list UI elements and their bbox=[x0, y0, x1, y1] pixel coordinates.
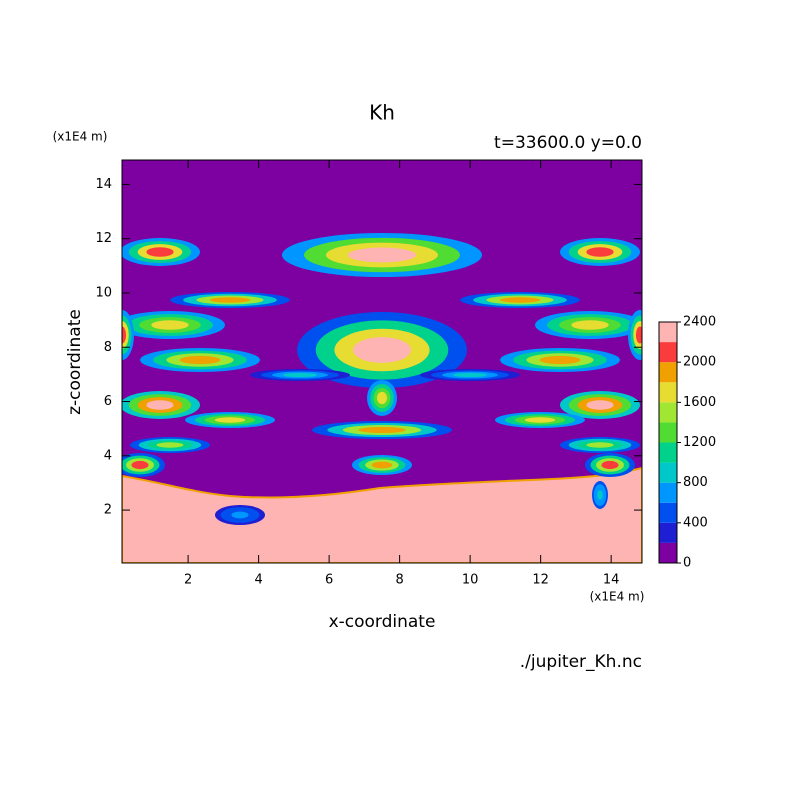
contour-region bbox=[635, 326, 642, 344]
colorbar-label: 400 bbox=[683, 515, 708, 530]
colorbar-swatch bbox=[659, 422, 677, 443]
contour-region bbox=[601, 460, 619, 470]
colorbar-swatch bbox=[659, 442, 677, 463]
plot-frame bbox=[121, 159, 643, 564]
colorbar-label: 0 bbox=[683, 556, 691, 571]
contour-region bbox=[131, 460, 149, 470]
colorbar-swatch bbox=[659, 402, 677, 423]
colorbar-swatch bbox=[659, 462, 677, 483]
colorbar-label: 800 bbox=[683, 475, 708, 490]
contour-region bbox=[146, 400, 174, 410]
x-unit: (x1E4 m) bbox=[590, 590, 645, 604]
contour-region bbox=[453, 372, 487, 378]
contour-region bbox=[499, 297, 541, 303]
y-tick-label: 2 bbox=[104, 503, 112, 518]
x-tick-label: 2 bbox=[184, 573, 192, 588]
colorbar-swatch bbox=[659, 342, 677, 363]
x-tick-label: 6 bbox=[325, 573, 333, 588]
contour-region bbox=[353, 337, 411, 363]
x-tick-label: 14 bbox=[603, 573, 620, 588]
x-tick-label: 8 bbox=[395, 573, 403, 588]
y-axis-label: z-coordinate bbox=[65, 309, 85, 415]
colorbar-swatch bbox=[659, 322, 677, 343]
contour-region bbox=[586, 400, 614, 410]
y-tick-label: 6 bbox=[104, 394, 112, 409]
y-tick-label: 14 bbox=[95, 177, 112, 192]
y-tick-label: 10 bbox=[95, 285, 112, 300]
contour-region bbox=[348, 247, 416, 263]
contour-region bbox=[209, 297, 251, 303]
chart-title: Kh bbox=[369, 101, 395, 125]
source-file: ./jupiter_Kh.nc bbox=[520, 652, 642, 672]
x-tick-label: 12 bbox=[532, 573, 549, 588]
x-axis-label: x-coordinate bbox=[329, 612, 436, 632]
contour-region bbox=[214, 417, 246, 423]
y-tick-label: 4 bbox=[104, 448, 112, 463]
contour-region bbox=[539, 355, 581, 365]
contour-region bbox=[371, 461, 393, 469]
colorbar-swatch bbox=[659, 362, 677, 383]
contour-region bbox=[122, 326, 127, 344]
contour-region bbox=[179, 355, 221, 365]
contour-region bbox=[524, 417, 556, 423]
y-unit: (x1E4 m) bbox=[53, 130, 108, 144]
contour-region bbox=[376, 391, 388, 405]
contour-region bbox=[146, 247, 174, 257]
colorbar-label: 1200 bbox=[683, 435, 716, 450]
colorbar-swatch bbox=[659, 482, 677, 503]
colorbar-label: 1600 bbox=[683, 395, 716, 410]
contour-region bbox=[358, 426, 406, 434]
contour-region bbox=[122, 466, 642, 563]
y-tick-label: 8 bbox=[104, 340, 112, 355]
contour-field bbox=[122, 160, 642, 563]
colorbar-swatch bbox=[659, 522, 677, 543]
contour-region bbox=[283, 372, 317, 378]
colorbar-label: 2000 bbox=[683, 355, 716, 370]
x-tick-label: 4 bbox=[254, 573, 262, 588]
contour-region bbox=[156, 442, 184, 448]
contour-region bbox=[586, 442, 614, 448]
colorbar-swatch bbox=[659, 502, 677, 523]
colorbar-swatch bbox=[659, 542, 677, 563]
contour-region bbox=[586, 247, 614, 257]
contour-region bbox=[597, 490, 603, 500]
colorbar-swatch bbox=[659, 382, 677, 403]
colorbar-label: 2400 bbox=[683, 315, 716, 330]
chart-subtitle: t=33600.0 y=0.0 bbox=[494, 133, 642, 153]
contour-region bbox=[571, 320, 609, 330]
x-tick-label: 10 bbox=[462, 573, 479, 588]
contour-region bbox=[151, 320, 189, 330]
contour-region bbox=[231, 511, 249, 519]
y-tick-label: 12 bbox=[95, 231, 112, 246]
